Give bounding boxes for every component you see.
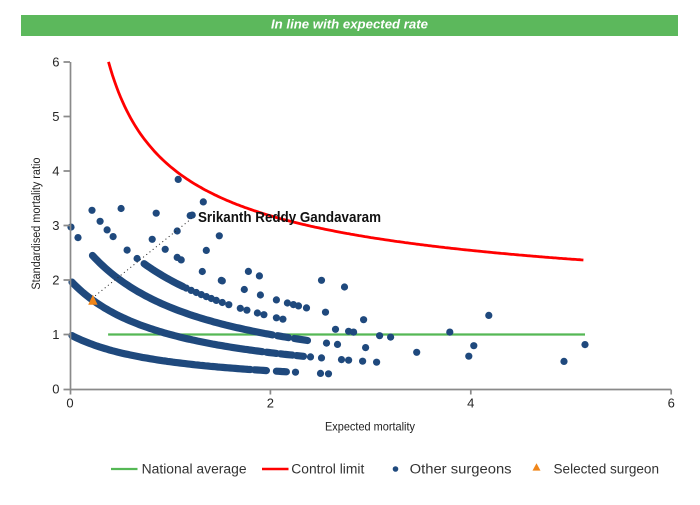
svg-text:6: 6 [52, 55, 59, 70]
svg-text:0: 0 [66, 396, 73, 411]
svg-text:6: 6 [668, 396, 675, 411]
svg-text:2: 2 [267, 396, 274, 411]
svg-text:Expected mortality: Expected mortality [325, 419, 415, 433]
svg-text:2: 2 [52, 273, 59, 288]
svg-text:4: 4 [467, 396, 474, 411]
svg-text:In line with expected rate: In line with expected rate [271, 16, 428, 31]
svg-text:5: 5 [52, 109, 59, 124]
svg-text:3: 3 [52, 218, 59, 233]
svg-text:Control limit: Control limit [291, 462, 364, 477]
svg-text:National average: National average [142, 462, 247, 477]
svg-text:Selected surgeon: Selected surgeon [554, 462, 660, 477]
svg-text:4: 4 [52, 164, 59, 179]
svg-text:0: 0 [52, 382, 59, 397]
svg-text:Srikanth Reddy Gandavaram: Srikanth Reddy Gandavaram [198, 209, 381, 226]
svg-text:1: 1 [52, 327, 59, 342]
svg-text:Standardised mortality ratio: Standardised mortality ratio [31, 158, 43, 290]
svg-text:Other surgeons: Other surgeons [410, 462, 512, 477]
